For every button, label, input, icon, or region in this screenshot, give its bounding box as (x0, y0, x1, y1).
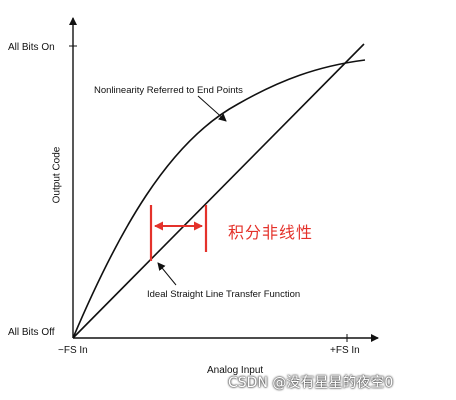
x-left-label: −FS In (58, 345, 88, 356)
ideal-straight-line (72, 43, 365, 339)
y-bottom-label: All Bits Off (8, 327, 55, 338)
line-label: Ideal Straight Line Transfer Function (147, 289, 301, 300)
line-label-leader (157, 262, 177, 286)
y-axis-title: Output Code (51, 146, 63, 204)
inl-annotation: 积分非线性 (228, 223, 314, 242)
curve-label: Nonlinearity Referred to End Points (94, 85, 243, 96)
curve-label-leader (197, 95, 227, 122)
x-right-label: +FS In (330, 345, 360, 356)
watermark: CSDN @没有星星的夜空0 (228, 375, 394, 391)
y-top-label: All Bits On (8, 42, 55, 53)
x-axis-title: Analog Input (207, 365, 264, 376)
nonlinear-curve (72, 59, 366, 339)
